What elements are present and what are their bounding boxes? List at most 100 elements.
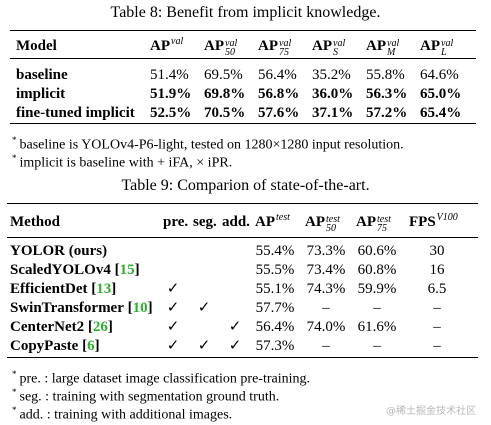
header-base: AP <box>366 38 386 54</box>
table-cell: 56.4% <box>255 319 295 335</box>
superscript: val <box>387 38 400 49</box>
row-label: YOLOR (ours) <box>10 242 107 260</box>
table-cell: 60.6% <box>357 243 397 259</box>
superscript: val <box>333 38 346 49</box>
citation: [6] <box>82 338 100 354</box>
header-base: AP <box>420 38 440 54</box>
table-cell: ✓ <box>228 338 242 354</box>
table-cell: 56.4% <box>258 67 297 83</box>
row-label: ScaledYOLOv4 [15] <box>10 261 140 279</box>
table-cell: 56.3% <box>366 86 408 102</box>
citation: [13] <box>91 281 117 297</box>
table-cell: ✓ <box>166 319 180 335</box>
footnote: * pre. : large dataset image classificati… <box>12 365 310 389</box>
header-script: test 50 <box>326 215 340 234</box>
header-script: val 75 <box>279 38 292 58</box>
top-rule <box>7 203 478 204</box>
row-label: CenterNet2 [26] <box>10 318 113 336</box>
subscript: L <box>441 47 447 58</box>
row-label: baseline <box>16 67 68 83</box>
table-cell: 57.2% <box>366 105 408 121</box>
bottom-rule <box>10 123 476 124</box>
superscript: test <box>276 212 290 223</box>
table-cell: – <box>433 300 441 316</box>
table-cell: – <box>373 300 381 316</box>
table-cell: 55.4% <box>255 243 295 259</box>
footnote-mark: * <box>12 153 17 163</box>
subscript: 75 <box>377 223 387 234</box>
header-base: AP <box>150 38 170 54</box>
row-label: EfficientDet [13] <box>10 280 116 298</box>
column-header: AP val S <box>312 37 346 58</box>
subscript: 50 <box>225 47 235 58</box>
superscript: val <box>171 36 184 47</box>
footnote-mark: * <box>12 369 17 379</box>
column-header: AP val <box>150 37 183 55</box>
table-title: Table 9: Comparion of state-of-the-art. <box>121 177 370 194</box>
bottom-rule <box>7 357 478 358</box>
footnote: * implicit is baseline with + iFA, × iPR. <box>12 149 232 173</box>
column-header: AP val 75 <box>258 37 292 58</box>
method-name: EfficientDet <box>10 281 88 297</box>
footnote-text: implicit is baseline with + iFA, × iPR. <box>19 155 233 171</box>
column-header: AP test 50 <box>305 213 340 234</box>
table-cell: 55.5% <box>255 262 295 278</box>
header-base: AP <box>255 214 275 230</box>
table-cell: 69.5% <box>204 67 243 83</box>
column-header: AP test <box>255 213 290 231</box>
column-header: Method <box>10 214 60 230</box>
superscript: val <box>441 38 454 49</box>
footnote: * add. : training with additional images. <box>12 401 232 425</box>
footnote: * seg. : training with segmentation groun… <box>12 383 279 407</box>
column-header: AP test 75 <box>356 213 391 234</box>
table-cell: 57.7% <box>255 300 295 316</box>
superscript: val <box>279 38 292 49</box>
mid-rule <box>7 237 478 238</box>
row-label: fine-tuned implicit <box>16 105 135 121</box>
header-base: AP <box>204 38 224 54</box>
column-header: Model <box>16 38 57 54</box>
superscript: V100 <box>436 212 458 223</box>
table-cell: – <box>322 300 330 316</box>
footnote-mark: * <box>12 387 17 397</box>
table-cell: 65.0% <box>420 86 462 102</box>
table-cell: ✓ <box>197 300 211 316</box>
header-base: FPS <box>409 214 436 230</box>
table-cell: 35.2% <box>312 67 351 83</box>
column-header: pre. <box>163 214 189 230</box>
header-base: AP <box>305 214 325 230</box>
subscript: 75 <box>279 47 289 58</box>
header-base: AP <box>312 38 332 54</box>
header-script: V100 <box>436 212 458 223</box>
table-cell: 55.8% <box>366 67 405 83</box>
mid-rule <box>10 58 476 59</box>
superscript: test <box>377 214 391 225</box>
table-cell: ✓ <box>228 319 242 335</box>
table-cell: ✓ <box>166 338 180 354</box>
table-cell: 61.6% <box>357 319 397 335</box>
table-cell: 60.8% <box>357 262 397 278</box>
table-cell: 37.1% <box>312 105 354 121</box>
footnote-text: seg. : training with segmentation ground… <box>19 389 280 405</box>
table-cell: 70.5% <box>204 105 246 121</box>
method-name: SwinTransformer <box>10 300 124 316</box>
column-header: AP val M <box>366 37 400 58</box>
table-cell: 52.5% <box>150 105 192 121</box>
superscript: val <box>225 38 238 49</box>
header-script: val S <box>333 38 346 58</box>
footnote-mark: * <box>12 405 17 415</box>
header-script: val M <box>387 38 400 58</box>
footnote-text: add. : training with additional images. <box>19 407 233 423</box>
row-label: SwinTransformer [10] <box>10 299 153 317</box>
subscript: S <box>333 47 338 58</box>
watermark: @稀土掘金技术社区 <box>386 406 476 417</box>
table-cell: – <box>373 338 381 354</box>
table-cell: 73.4% <box>306 262 346 278</box>
method-name: ScaledYOLOv4 <box>10 262 111 278</box>
table-cell: 74.3% <box>306 281 346 297</box>
footnote-text: baseline is YOLOv4-P6-light, tested on 1… <box>19 137 404 153</box>
column-header: add. <box>222 214 250 230</box>
subscript: M <box>387 47 396 58</box>
footnote: * baseline is YOLOv4-P6-light, tested on … <box>12 131 404 155</box>
